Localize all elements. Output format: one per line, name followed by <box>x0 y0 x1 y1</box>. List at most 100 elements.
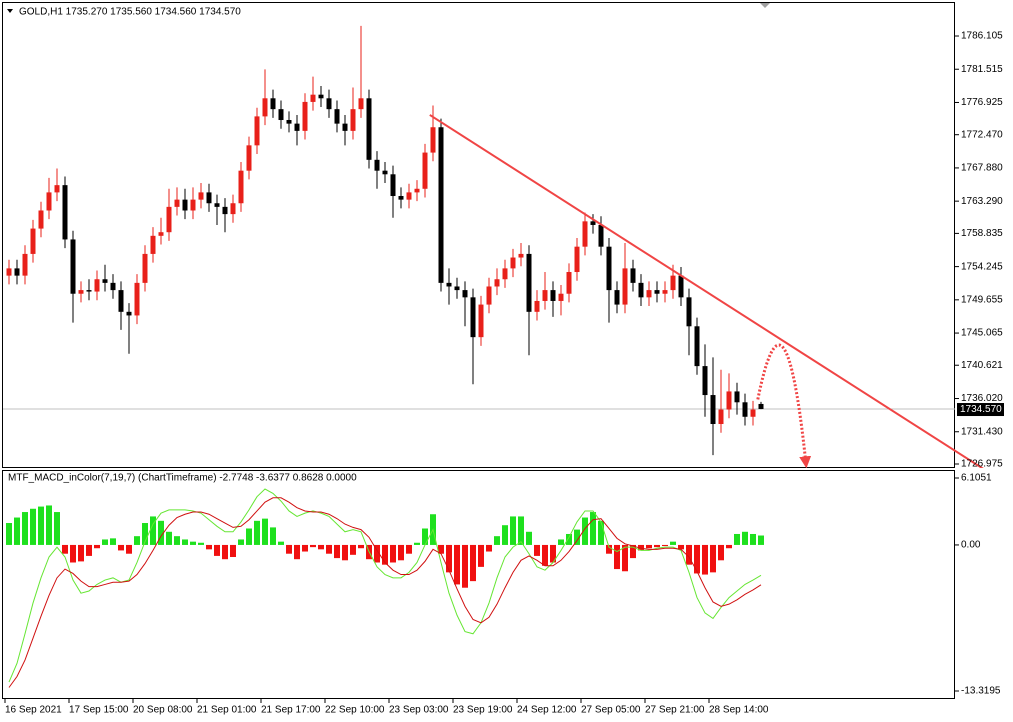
symbol-menu-icon[interactable] <box>7 9 13 13</box>
x-tick-label: 21 Sep 17:00 <box>261 705 321 716</box>
candle-body <box>494 279 500 287</box>
x-tick-label: 23 Sep 03:00 <box>389 705 449 716</box>
histogram-bar <box>606 544 612 554</box>
candle-body <box>38 210 44 229</box>
candle-body <box>94 279 100 292</box>
histogram-bar <box>206 544 212 550</box>
candle-body <box>110 282 116 291</box>
bid-label-box <box>957 403 1004 417</box>
histogram-bar <box>54 512 60 545</box>
candle-body <box>430 127 436 153</box>
candle-body <box>350 109 356 131</box>
histogram-bar <box>654 544 660 548</box>
y-tick-label: 1740.621 <box>961 360 1003 371</box>
y-tick-label: 1776.925 <box>961 97 1003 108</box>
histogram-bar <box>94 544 100 549</box>
histogram-bar <box>486 544 492 552</box>
candle-body <box>470 297 476 338</box>
candle-body <box>214 203 220 207</box>
histogram-bar <box>86 544 92 556</box>
axes: 1786.105 1781.515 1776.925 1772.470 1767.880… <box>4 31 1004 716</box>
candle-body <box>390 174 396 197</box>
histogram-bar <box>694 544 700 574</box>
candle-body <box>582 221 588 247</box>
candle-body <box>446 282 452 287</box>
candle-body <box>326 98 332 110</box>
candle-body <box>46 192 52 211</box>
candle-body <box>374 159 380 171</box>
histogram-bar <box>142 523 148 545</box>
candle-body <box>246 145 252 171</box>
candle-body <box>278 109 284 121</box>
x-tick-label: 20 Sep 08:00 <box>133 705 193 716</box>
histogram-bar <box>470 544 476 582</box>
candle-body <box>70 239 76 294</box>
main-pane-border <box>2 2 955 468</box>
candle-body <box>382 170 388 175</box>
y-tick-label: 1754.245 <box>961 261 1003 272</box>
histogram-bar <box>422 528 428 545</box>
histogram-bar <box>6 523 12 545</box>
histogram-bar <box>118 544 124 551</box>
candle-body <box>606 246 612 291</box>
candle-body <box>590 221 596 225</box>
candle-body <box>630 268 636 283</box>
histogram-bar <box>534 544 540 556</box>
candle-body <box>78 290 84 294</box>
histogram-bar <box>46 505 52 545</box>
candle-body <box>334 109 340 124</box>
histogram-bar <box>414 542 420 545</box>
histogram-bar <box>502 525 508 545</box>
main-line <box>8 488 762 683</box>
candle-body <box>758 403 764 410</box>
histogram-bar <box>230 544 236 558</box>
candle-body <box>670 275 676 291</box>
candle-body <box>254 116 260 146</box>
candle-body <box>654 290 660 294</box>
candle-body <box>734 391 740 403</box>
histogram-bar <box>198 542 204 545</box>
candle-body <box>646 290 652 298</box>
candle-body <box>726 391 732 410</box>
macd-pane-border <box>2 470 955 699</box>
histogram-bar <box>734 533 740 545</box>
y-tick-label: 1749.655 <box>961 294 1003 305</box>
x-tick-label: 28 Sep 14:00 <box>709 705 769 716</box>
candle-body <box>526 253 532 312</box>
histogram-bar <box>678 544 684 550</box>
y-tick-label: 0.00 <box>961 540 981 551</box>
y-tick-label: 1745.065 <box>961 328 1003 339</box>
candle-body <box>286 120 292 124</box>
histogram-bar <box>574 529 580 545</box>
histogram-bar <box>134 536 140 545</box>
x-tick-label: 23 Sep 19:00 <box>453 705 513 716</box>
histogram-bar <box>550 544 556 563</box>
candle-body <box>598 224 604 247</box>
candle-body <box>462 290 468 298</box>
candle-body <box>718 409 724 425</box>
histogram-bar <box>190 541 196 545</box>
x-tick-label: 17 Sep 15:00 <box>69 705 129 716</box>
x-tick-label: 21 Sep 01:00 <box>197 705 257 716</box>
chart-title: GOLD,H1 1735.270 1735.560 1734.560 1734.… <box>19 7 241 18</box>
candle-body <box>86 290 92 292</box>
histogram-bar <box>326 544 332 554</box>
histogram-bar <box>566 533 572 545</box>
candle-body <box>134 282 140 316</box>
histogram-bar <box>158 520 164 545</box>
y-tick-label: 1726.975 <box>961 459 1003 470</box>
candle-body <box>150 235 156 254</box>
candle-body <box>622 268 628 305</box>
candle-body <box>262 98 268 117</box>
y-tick-label: 6.1051 <box>961 473 992 484</box>
histogram-bar <box>510 516 516 545</box>
histogram-bar <box>78 544 84 562</box>
histogram-bar <box>246 528 252 545</box>
candle-body <box>238 170 244 204</box>
chart-shift-marker[interactable] <box>760 3 770 8</box>
histogram-bar <box>630 544 636 559</box>
x-tick-label: 24 Sep 12:00 <box>517 705 577 716</box>
histogram-bar <box>582 517 588 545</box>
histogram-bar <box>702 544 708 575</box>
